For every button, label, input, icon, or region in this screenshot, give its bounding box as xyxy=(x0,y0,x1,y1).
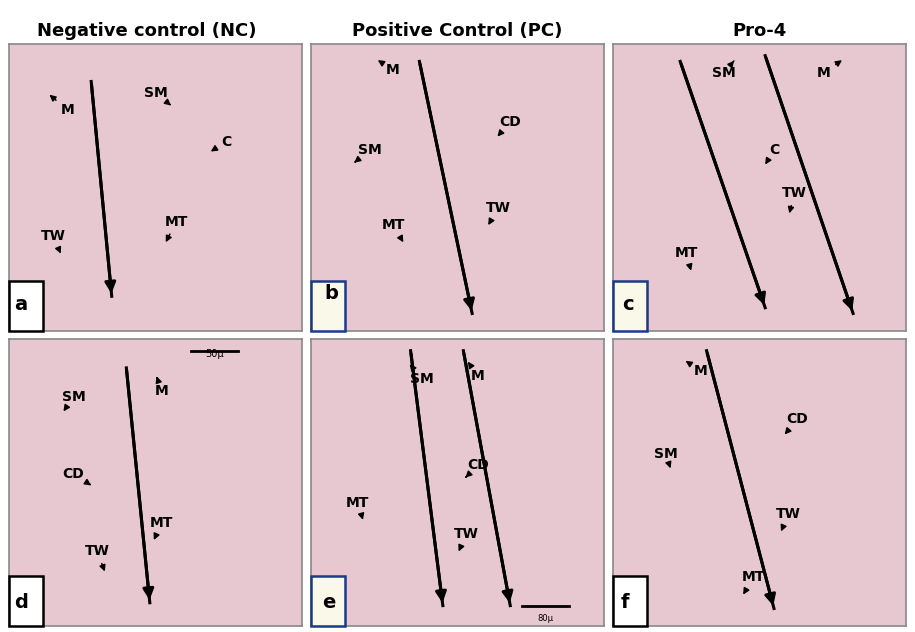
Text: MT: MT xyxy=(165,215,188,241)
Text: d: d xyxy=(14,593,27,612)
Text: TW: TW xyxy=(454,527,479,550)
Text: a: a xyxy=(15,295,27,314)
Text: Positive Control (PC): Positive Control (PC) xyxy=(352,22,563,40)
Text: CD: CD xyxy=(466,458,489,477)
Text: TW: TW xyxy=(782,186,807,212)
Text: e: e xyxy=(322,593,335,612)
Text: c: c xyxy=(621,295,633,314)
Text: MT: MT xyxy=(150,516,173,538)
Text: M: M xyxy=(817,61,841,80)
Text: M: M xyxy=(468,363,485,384)
Bar xyxy=(311,576,345,626)
Text: MT: MT xyxy=(382,217,404,241)
Bar xyxy=(311,281,345,331)
Text: MT: MT xyxy=(674,246,698,269)
Text: CD: CD xyxy=(499,114,522,135)
Text: TW: TW xyxy=(84,544,110,570)
Text: TW: TW xyxy=(486,200,511,224)
Text: M: M xyxy=(687,362,707,378)
Text: 50μ: 50μ xyxy=(205,349,223,360)
Text: M: M xyxy=(50,96,75,117)
Text: SM: SM xyxy=(61,389,85,410)
Text: MT: MT xyxy=(742,570,765,593)
Bar xyxy=(613,281,647,331)
Text: MT: MT xyxy=(346,495,370,518)
Text: SM: SM xyxy=(144,86,170,105)
Bar xyxy=(9,576,43,626)
Text: C: C xyxy=(766,143,779,163)
Text: SM: SM xyxy=(411,365,435,386)
Bar xyxy=(9,281,43,331)
Text: M: M xyxy=(379,61,400,77)
Text: Negative control (NC): Negative control (NC) xyxy=(37,22,256,40)
Text: f: f xyxy=(620,593,629,612)
Text: Pro-4: Pro-4 xyxy=(732,22,787,40)
Text: CD: CD xyxy=(786,413,808,433)
Text: M: M xyxy=(155,378,168,398)
Bar xyxy=(613,576,647,626)
Text: CD: CD xyxy=(63,467,90,485)
Text: SM: SM xyxy=(355,143,382,162)
Text: SM: SM xyxy=(712,61,736,80)
Text: C: C xyxy=(212,135,231,150)
Text: SM: SM xyxy=(653,447,677,467)
Text: b: b xyxy=(325,284,339,303)
Text: 80μ: 80μ xyxy=(537,614,554,623)
Text: TW: TW xyxy=(776,507,801,530)
Text: TW: TW xyxy=(40,229,66,252)
